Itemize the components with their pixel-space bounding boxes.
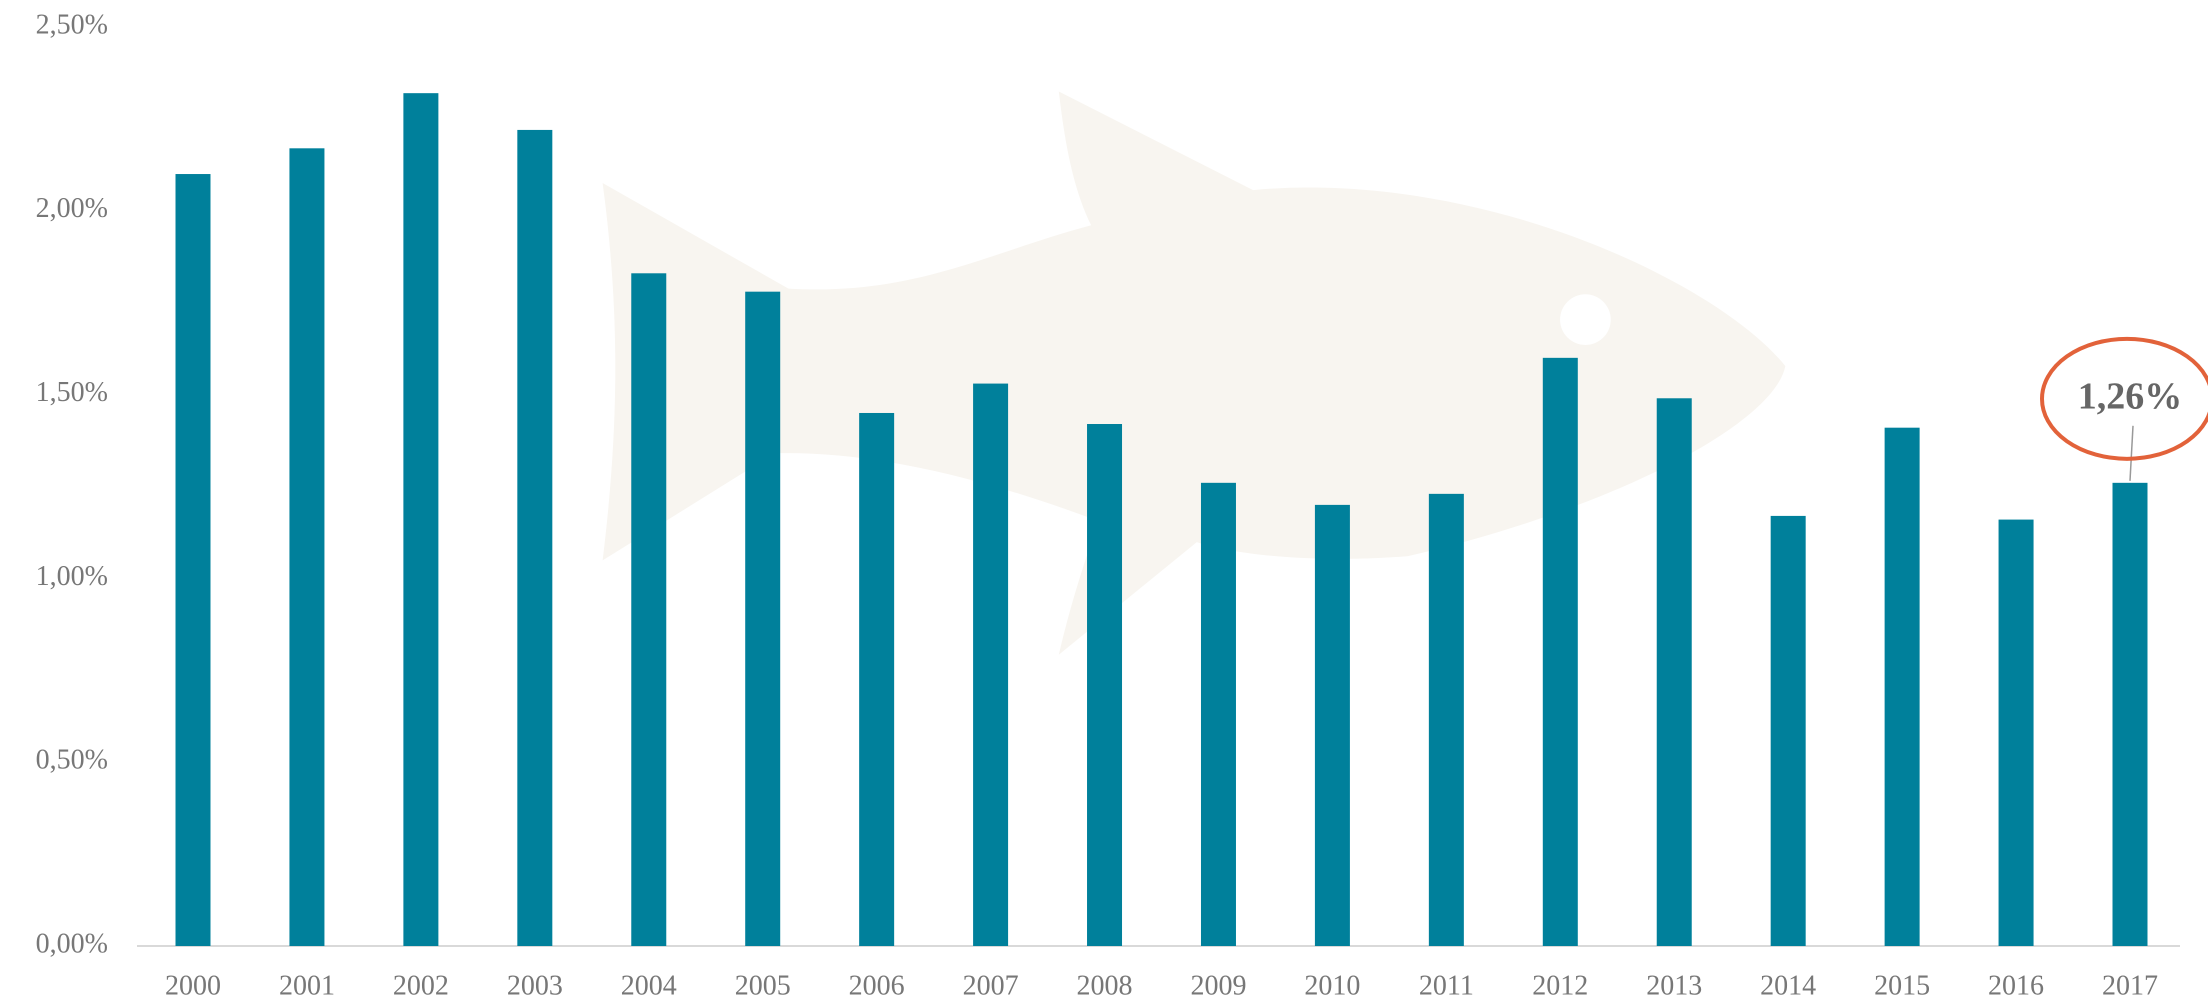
x-tick-label: 2013	[1646, 970, 1702, 1001]
bar	[517, 130, 552, 946]
y-tick-label: 2,50%	[36, 9, 108, 40]
y-tick-label: 1,50%	[36, 377, 108, 408]
bar	[1657, 398, 1692, 946]
bar	[1087, 424, 1122, 946]
bar	[1543, 358, 1578, 946]
bar	[176, 174, 211, 946]
bar	[1201, 483, 1236, 946]
bar	[2113, 483, 2148, 946]
x-tick-label: 2009	[1190, 970, 1246, 1001]
x-tick-label: 2010	[1304, 970, 1360, 1001]
x-tick-label: 2001	[279, 970, 335, 1001]
bar	[1999, 520, 2034, 946]
x-tick-label: 2017	[2102, 970, 2158, 1001]
value-label: 1,26%	[2078, 376, 2183, 418]
bar	[859, 413, 894, 946]
bar	[745, 292, 780, 946]
x-tick-label: 2006	[849, 970, 905, 1001]
bar	[403, 93, 438, 946]
bar	[1315, 505, 1350, 946]
x-tick-label: 2007	[963, 970, 1019, 1001]
bar	[1885, 428, 1920, 946]
bar	[1429, 494, 1464, 946]
x-tick-label: 2004	[621, 970, 677, 1001]
x-tick-label: 2014	[1760, 970, 1816, 1001]
x-tick-label: 2005	[735, 970, 791, 1001]
x-tick-label: 2016	[1988, 970, 2044, 1001]
y-tick-label: 0,50%	[36, 745, 108, 776]
x-tick-label: 2011	[1419, 970, 1474, 1001]
annotation-leader	[2130, 426, 2133, 481]
x-tick-label: 2000	[165, 970, 221, 1001]
x-tick-label: 2012	[1532, 970, 1588, 1001]
y-tick-label: 2,00%	[36, 193, 108, 224]
bar	[973, 384, 1008, 946]
x-tick-label: 2008	[1077, 970, 1133, 1001]
x-tick-label: 2003	[507, 970, 563, 1001]
x-tick-label: 2015	[1874, 970, 1930, 1001]
y-tick-label: 1,00%	[36, 561, 108, 592]
bar	[1771, 516, 1806, 946]
chart: 0,00% 0,50% 1,00% 1,50% 2,00% 2,50% 2000 2001 20…	[0, 0, 2208, 1004]
y-tick-label: 0,00%	[36, 928, 108, 959]
x-tick-label: 2002	[393, 970, 449, 1001]
bar	[289, 148, 324, 946]
bar	[631, 273, 666, 946]
